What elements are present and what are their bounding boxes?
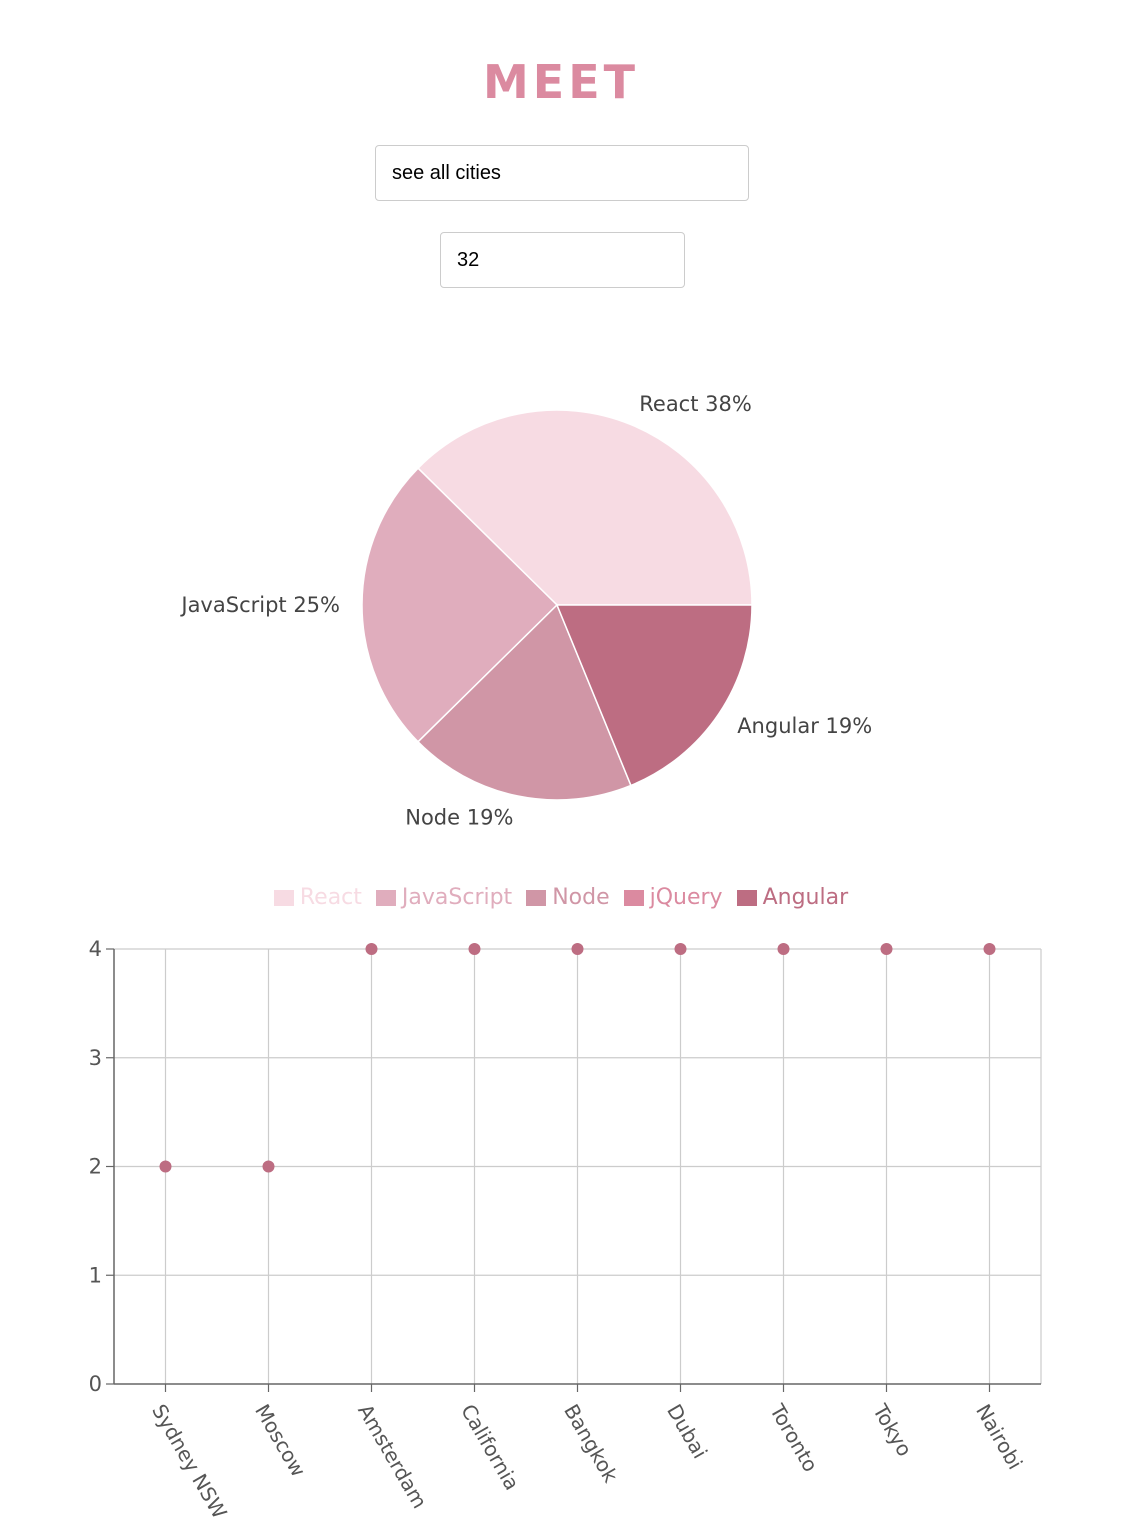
x-tick-label-bangkok: Bangkok (559, 1400, 623, 1487)
legend-item-react[interactable]: React (273, 884, 362, 912)
x-tick-label-toronto: Toronto (765, 1399, 823, 1476)
pie-label-node: Node 19% (405, 806, 513, 830)
y-tick-label: 3 (89, 1046, 102, 1070)
legend-swatch-angular (736, 890, 757, 906)
y-tick-label: 2 (89, 1155, 102, 1179)
x-tick-label-dubai: Dubai (662, 1400, 712, 1463)
data-point-dubai[interactable] (674, 943, 687, 955)
legend-label-javascript: JavaScript (401, 885, 513, 910)
pie-slice-javascript (361, 467, 559, 743)
data-point-amsterdam[interactable] (365, 943, 378, 955)
y-tick-label: 1 (89, 1263, 102, 1287)
data-point-nairobi[interactable] (983, 943, 996, 955)
legend-item-node[interactable]: Node (526, 884, 610, 912)
pie-label-javascript: JavaScript 25% (179, 593, 340, 617)
city-events-scatter-chart: 0 1 2 3 4 Sydney NSW Moscow Amsterdam California… (89, 937, 1042, 1523)
genre-pie-chart: React 38% JavaScript 25% Node 19% Angular 1… (179, 392, 872, 829)
data-point-tokyo[interactable] (880, 943, 893, 955)
legend-swatch-node (526, 890, 547, 906)
y-tick-label: 4 (89, 937, 102, 961)
x-tick-label-sydney-nsw: Sydney NSW (147, 1400, 232, 1523)
data-point-toronto[interactable] (777, 943, 790, 955)
x-tick-label-california: California (456, 1400, 524, 1494)
legend-item-angular[interactable]: Angular (736, 884, 849, 912)
event-count-input[interactable] (440, 232, 685, 288)
y-tick-label: 0 (89, 1372, 102, 1396)
legend-item-javascript[interactable]: JavaScript (375, 884, 513, 912)
x-tick-label-nairobi: Nairobi (971, 1400, 1027, 1474)
x-tick-label-amsterdam: Amsterdam (353, 1400, 432, 1512)
city-search-input[interactable] (375, 145, 749, 201)
data-point-sydney-nsw[interactable] (159, 1160, 172, 1173)
x-tick-label-tokyo: Tokyo (868, 1399, 917, 1460)
pie-slice-react (416, 409, 753, 606)
legend-label-angular: Angular (762, 885, 849, 910)
pie-label-react: React 38% (639, 392, 752, 416)
legend-label-jquery: jQuery (649, 885, 723, 910)
legend-item-jquery[interactable]: jQuery (623, 884, 723, 912)
data-point-bangkok[interactable] (571, 943, 584, 955)
pie-slice-node (416, 603, 632, 801)
genre-legend: React JavaScript Node jQuery Angular (0, 884, 1122, 912)
data-point-moscow[interactable] (262, 1160, 275, 1173)
legend-label-react: React (299, 885, 362, 910)
pie-label-angular: Angular 19% (737, 714, 872, 738)
x-tick-label-moscow: Moscow (250, 1400, 311, 1481)
legend-swatch-javascript (375, 890, 396, 906)
legend-label-node: Node (552, 885, 610, 910)
data-point-california[interactable] (468, 943, 481, 955)
legend-swatch-react (273, 890, 294, 906)
legend-swatch-jquery (623, 890, 644, 906)
app-title: MEET (483, 55, 639, 109)
pie-slice-angular (555, 604, 753, 787)
